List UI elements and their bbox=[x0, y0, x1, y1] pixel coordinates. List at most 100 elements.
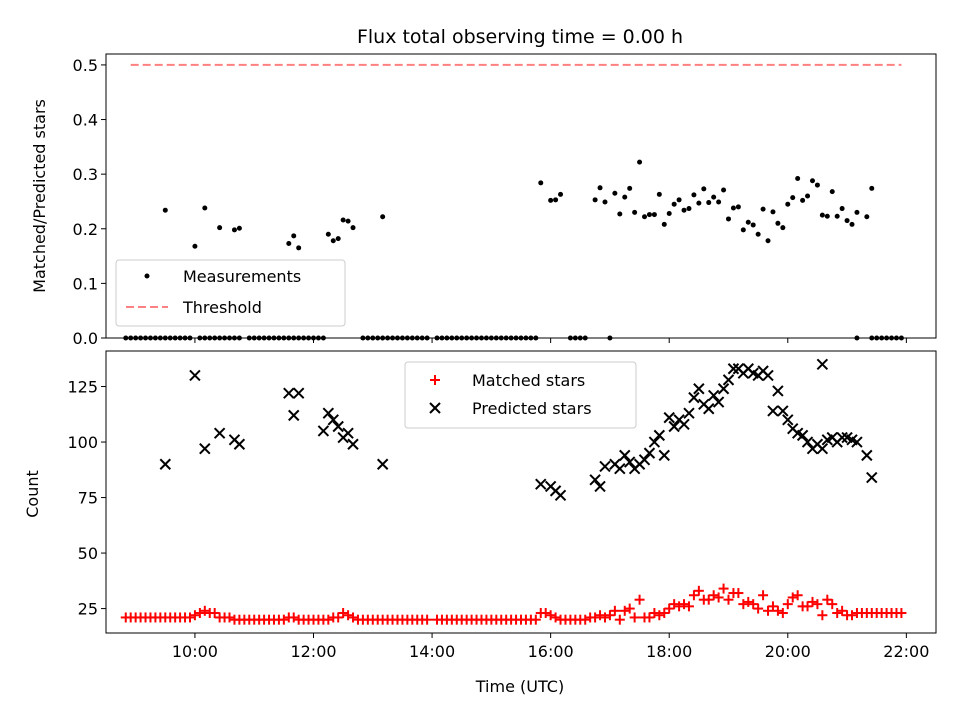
predicted-point-55 bbox=[762, 369, 774, 382]
legend-measurements-label: Measurements bbox=[183, 267, 301, 286]
bottom-xtick-label-0: 10:00 bbox=[172, 642, 218, 661]
matched-point-99 bbox=[614, 614, 625, 625]
measurement-point-30 bbox=[646, 212, 652, 218]
legend-threshold-label: Threshold bbox=[182, 298, 262, 317]
measurement-point-26 bbox=[627, 185, 633, 191]
bottom-legend-box bbox=[404, 361, 637, 429]
measurement-point-34 bbox=[666, 210, 672, 216]
predicted-point-44 bbox=[707, 389, 720, 402]
bottom-panel: 25 50 75 100 125 10:00 12:00 14:00 16:00 18:00 20:… bbox=[23, 350, 937, 696]
legend-matched-marker bbox=[430, 375, 440, 385]
predicted-point-45 bbox=[712, 396, 725, 408]
matched-point-13 bbox=[184, 612, 195, 623]
measurement-point-18 bbox=[553, 197, 559, 203]
bottom-ytick-label-3: 100 bbox=[67, 433, 98, 452]
top-ylabel: Matched/Predicted stars bbox=[30, 99, 49, 293]
matched-point-144 bbox=[837, 605, 848, 616]
matched-point-32 bbox=[278, 614, 289, 625]
measurement-point-44 bbox=[716, 199, 722, 205]
measurement-point-25 bbox=[622, 194, 628, 200]
matched-point-130 bbox=[767, 601, 778, 612]
measurement-point-31 bbox=[651, 212, 657, 218]
predicted-point-3 bbox=[213, 427, 226, 439]
matched-point-110 bbox=[669, 599, 680, 610]
measurement-point-29 bbox=[642, 214, 648, 220]
measurement-point-47 bbox=[730, 205, 736, 211]
top-legend-box bbox=[115, 259, 346, 327]
matched-point-43 bbox=[333, 612, 344, 623]
matched-point-129 bbox=[763, 605, 774, 616]
top-legend: Measurements Threshold bbox=[115, 259, 346, 327]
matched-point-98 bbox=[609, 605, 620, 616]
measurement-point-62 bbox=[805, 193, 811, 199]
measurement-point-63 bbox=[809, 178, 815, 184]
predicted-point-36 bbox=[668, 420, 680, 433]
top-panel: 0.0 0.1 0.2 0.3 0.4 0.5 Matched/Predicted sta… bbox=[30, 53, 937, 348]
predicted-point-23 bbox=[599, 460, 611, 473]
predicted-point-66 bbox=[816, 442, 829, 455]
predicted-point-62 bbox=[796, 429, 809, 442]
measurement-point-20 bbox=[592, 197, 598, 203]
predicted-point-8 bbox=[292, 387, 305, 399]
predicted-point-41 bbox=[693, 383, 705, 395]
measurement-point-35 bbox=[671, 201, 677, 207]
matched-point-143 bbox=[832, 608, 843, 619]
legend-measurements-marker bbox=[144, 273, 150, 279]
bottom-ytick-label-2: 75 bbox=[78, 489, 98, 508]
predicted-point-33 bbox=[653, 429, 666, 442]
matched-point-126 bbox=[748, 599, 759, 610]
matched-point-127 bbox=[753, 603, 764, 614]
top-ytick-label-1: 0.1 bbox=[73, 274, 98, 293]
bottom-xtick-label-6: 22:00 bbox=[883, 642, 929, 661]
matched-point-96 bbox=[599, 612, 610, 623]
measurement-point-39 bbox=[691, 192, 697, 198]
top-ytick-label-3: 0.3 bbox=[73, 165, 98, 184]
measurement-point-49 bbox=[740, 227, 746, 233]
matched-point-113 bbox=[683, 601, 694, 612]
matched-point-107 bbox=[654, 610, 665, 621]
measurement-point-71 bbox=[849, 221, 855, 227]
matched-point-16 bbox=[199, 605, 210, 616]
predicted-point-73 bbox=[851, 436, 863, 448]
measurement-point-66 bbox=[824, 213, 830, 219]
measurement-point-56 bbox=[775, 220, 781, 226]
measurement-point-72 bbox=[854, 209, 860, 215]
predicted-point-47 bbox=[722, 374, 735, 386]
measurement-point-58 bbox=[785, 201, 791, 207]
measurement-point-60 bbox=[795, 176, 801, 182]
measurement-point-50 bbox=[745, 219, 751, 225]
matched-point-97 bbox=[604, 610, 615, 621]
predicted-point-27 bbox=[623, 456, 636, 468]
matched-point-115 bbox=[693, 585, 704, 596]
measurement-point-14 bbox=[350, 225, 356, 231]
matched-point-84 bbox=[540, 608, 551, 619]
matched-point-134 bbox=[787, 592, 798, 603]
measurement-point-65 bbox=[819, 212, 825, 218]
measurement-point-36 bbox=[676, 197, 682, 203]
matched-point-156 bbox=[896, 608, 907, 619]
predicted-point-57 bbox=[772, 385, 784, 397]
measurement-point-2 bbox=[202, 205, 208, 211]
matched-point-101 bbox=[624, 603, 635, 614]
measurement-point-38 bbox=[686, 206, 692, 212]
predicted-point-12 bbox=[332, 420, 344, 433]
matched-point-34 bbox=[288, 612, 299, 623]
measurement-point-53 bbox=[760, 206, 766, 212]
bottom-ytick-label-4: 125 bbox=[67, 378, 98, 397]
matched-point-114 bbox=[688, 590, 699, 601]
chart-title: Flux total observing time = 0.00 h bbox=[357, 26, 683, 48]
matched-point-138 bbox=[807, 596, 818, 607]
predicted-point-17 bbox=[535, 478, 547, 490]
matched-point-111 bbox=[674, 601, 685, 612]
matched-point-61 bbox=[422, 614, 433, 625]
measurement-point-54 bbox=[765, 238, 771, 244]
predicted-point-39 bbox=[683, 407, 695, 419]
matched-point-15 bbox=[194, 608, 205, 619]
predicted-point-70 bbox=[836, 431, 848, 444]
matched-point-108 bbox=[659, 608, 670, 619]
measurement-point-15 bbox=[380, 214, 386, 220]
bottom-xlabel: Time (UTC) bbox=[475, 677, 564, 696]
matched-point-137 bbox=[802, 601, 813, 612]
matched-point-125 bbox=[743, 596, 754, 607]
top-ytick-label-0: 0.0 bbox=[73, 329, 98, 348]
